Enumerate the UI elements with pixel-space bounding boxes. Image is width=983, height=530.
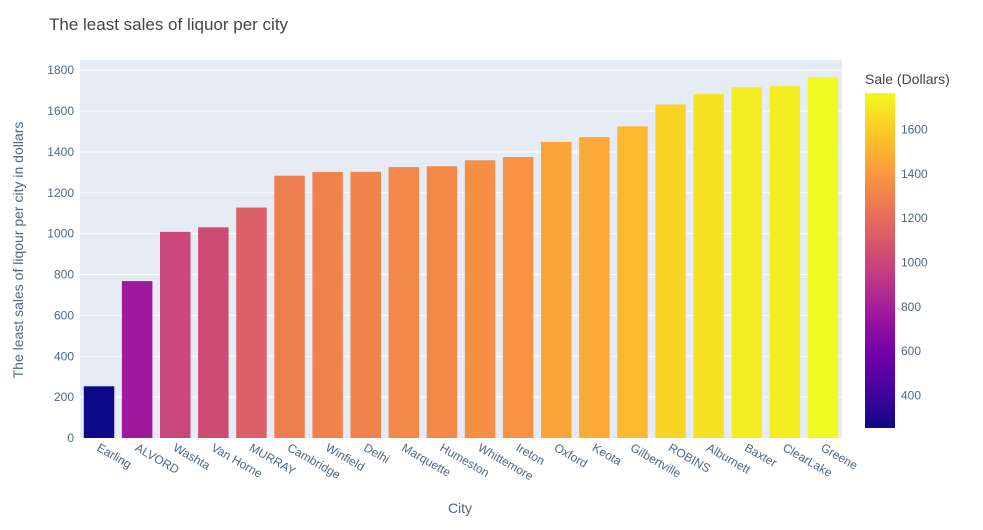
colorbar-tick-label: 1200 xyxy=(901,211,928,225)
bar[interactable] xyxy=(693,94,724,438)
bar[interactable] xyxy=(655,104,686,439)
x-tick-label: Keota xyxy=(590,440,624,468)
bar[interactable] xyxy=(731,87,762,438)
bar[interactable] xyxy=(388,167,420,438)
colorbar-tick-label: 1600 xyxy=(901,123,928,137)
y-tick-label: 1800 xyxy=(47,63,74,77)
y-tick-label: 0 xyxy=(67,431,74,445)
y-axis-ticks: 0 200 400 600 800 1000 1200 1400 1600 1800 xyxy=(47,63,74,445)
colorbar-ticks: 400 600 800 1000 1200 1400 1600 xyxy=(901,123,928,403)
bar[interactable] xyxy=(617,126,648,439)
x-tick-label: Earling xyxy=(95,440,134,471)
bars xyxy=(83,77,839,439)
bar[interactable] xyxy=(541,141,572,438)
bar[interactable] xyxy=(274,175,305,438)
y-tick-label: 1200 xyxy=(47,186,74,200)
colorbar xyxy=(865,93,895,428)
y-tick-label: 200 xyxy=(54,390,74,404)
colorbar-tick-label: 600 xyxy=(901,344,921,358)
y-tick-label: 400 xyxy=(54,349,74,363)
bar[interactable] xyxy=(464,160,496,438)
y-tick-label: 1000 xyxy=(47,227,74,241)
y-tick-label: 800 xyxy=(54,268,74,282)
y-tick-label: 1600 xyxy=(47,104,74,118)
colorbar-title: Sale (Dollars) xyxy=(865,71,950,87)
bar[interactable] xyxy=(502,157,534,438)
bar[interactable] xyxy=(350,171,381,438)
bar[interactable] xyxy=(83,386,115,438)
colorbar-tick-label: 1400 xyxy=(901,167,928,181)
bar[interactable] xyxy=(121,281,153,438)
x-axis-title: City xyxy=(448,500,472,516)
bar[interactable] xyxy=(769,86,801,439)
y-tick-label: 1400 xyxy=(47,145,74,159)
bar[interactable] xyxy=(198,227,229,438)
bar[interactable] xyxy=(807,77,839,439)
plot-area xyxy=(80,60,842,438)
x-tick-label: Oxford xyxy=(552,440,590,470)
bar[interactable] xyxy=(312,171,343,438)
colorbar-tick-label: 1000 xyxy=(901,255,928,269)
colorbar-tick-label: 800 xyxy=(901,300,921,314)
bar[interactable] xyxy=(579,137,610,438)
chart-title: The least sales of liquor per city xyxy=(49,15,289,34)
y-axis-title: The least sales of liqour per city in do… xyxy=(10,122,26,379)
bar[interactable] xyxy=(426,166,458,438)
bar[interactable] xyxy=(160,231,191,438)
y-tick-label: 600 xyxy=(54,308,74,322)
colorbar-tick-label: 400 xyxy=(901,388,921,402)
bar[interactable] xyxy=(236,207,267,438)
